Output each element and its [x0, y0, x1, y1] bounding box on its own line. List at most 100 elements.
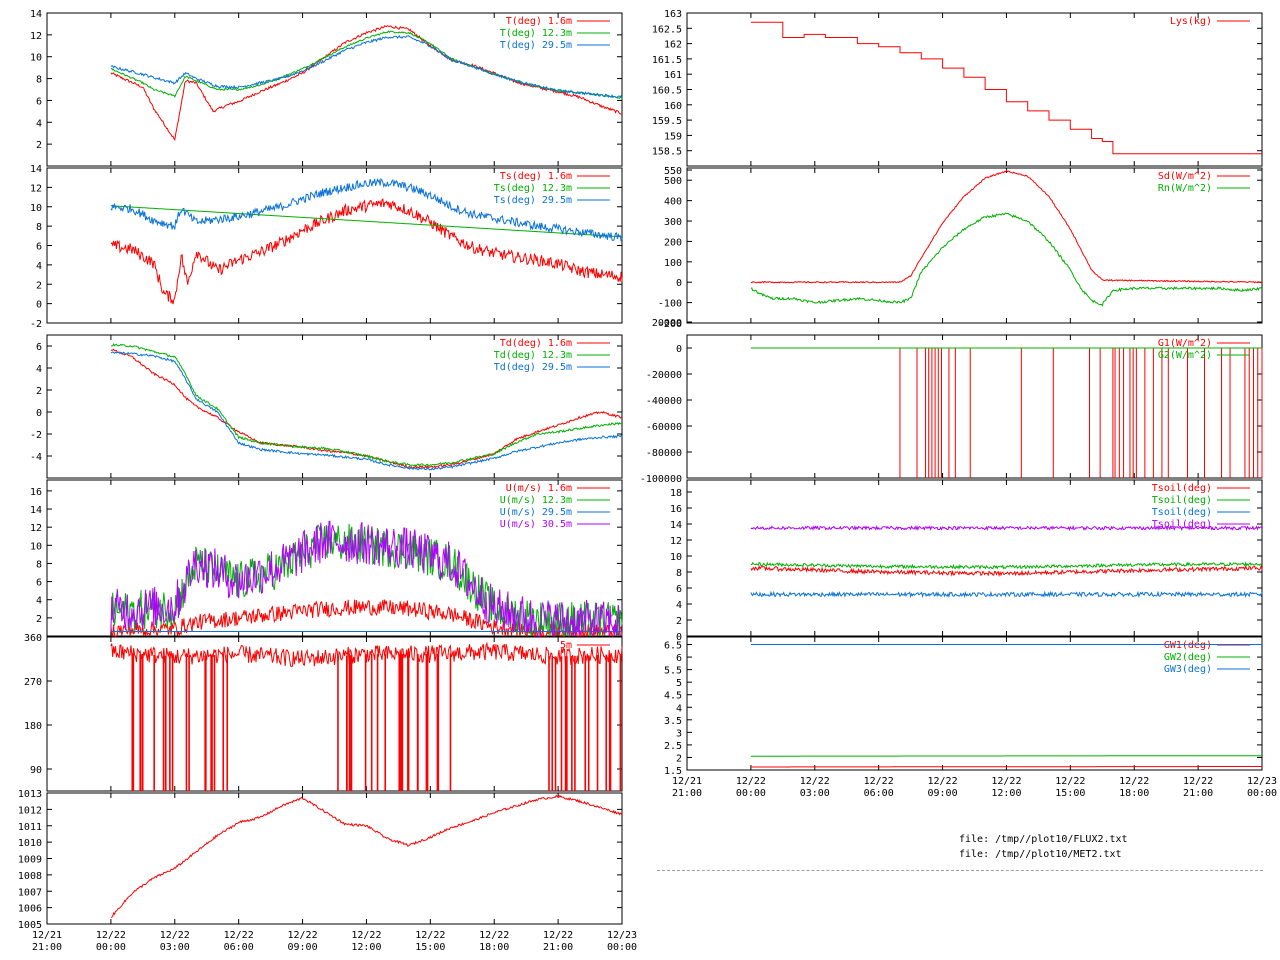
legend-label: 5m [560, 640, 572, 651]
panel-frame [46, 334, 623, 479]
y-tick-label: 1011 [18, 822, 42, 833]
x-tick-time: 06:00 [864, 788, 894, 799]
y-tick-label: 12 [30, 31, 42, 42]
y-tick-label: 163 [664, 9, 682, 20]
y-tick-label: 16 [30, 487, 42, 498]
x-tick-date: 12/22 [991, 776, 1021, 787]
y-tick-label: 8 [36, 75, 42, 86]
series-line-3 [750, 590, 1263, 599]
x-tick-time: 00:00 [736, 788, 766, 799]
y-tick-label: 8 [36, 559, 42, 570]
panel-frame [46, 636, 623, 792]
y-tick-label: 400 [664, 197, 682, 208]
y-tick-label: 1008 [18, 871, 42, 882]
y-tick-label: 8 [676, 568, 682, 579]
panel-pressure: 1005 1006 1007 1008 1009 1010 1011 1012 1013 12/2… [18, 789, 637, 953]
legend-label: Tsoil(deg) [1152, 507, 1212, 518]
y-tick-label: 18 [670, 488, 682, 499]
x-tick-time: 12:00 [991, 788, 1021, 799]
legend-label: G2(W/m^2) [1158, 350, 1212, 361]
y-tick-label: 14 [670, 520, 682, 531]
legend-label: Sd(W/m^2) [1158, 171, 1212, 182]
panel-frame [46, 479, 623, 637]
legend-label: G1(W/m^2) [1158, 338, 1212, 349]
x-tick-time: 12:00 [351, 942, 381, 953]
series-line-1 [110, 198, 623, 305]
y-tick-label: 14 [30, 164, 42, 175]
y-tick-label: 6 [36, 96, 42, 107]
y-tick-label: 2 [36, 140, 42, 151]
series-line-3 [110, 177, 623, 242]
x-tick-time: 03:00 [800, 788, 830, 799]
legend-label: Tsoil(deg) [1152, 519, 1212, 530]
x-tick-date: 12/22 [736, 776, 766, 787]
y-tick-label: 500 [664, 176, 682, 187]
y-tick-label: -100000 [640, 474, 682, 485]
y-tick-label: 1013 [18, 789, 42, 800]
y-tick-label: 159 [664, 131, 682, 142]
footer-divider [657, 870, 1263, 871]
y-tick-label: 4 [36, 261, 42, 272]
series-line-1 [750, 21, 1262, 155]
legend-label: Td(deg) 1.6m [500, 338, 572, 349]
y-tick-label: 10 [30, 53, 42, 64]
series-line-2 [750, 212, 1263, 307]
y-tick-label: 14 [30, 505, 42, 516]
y-tick-label: 1007 [18, 887, 42, 898]
x-tick-time: 21:00 [1183, 788, 1213, 799]
y-tick-label: 4 [36, 596, 42, 607]
legend-label: Lys(kg) [1170, 16, 1212, 27]
x-tick-time: 09:00 [288, 942, 318, 953]
legend-label: U(m/s) 29.5m [500, 507, 572, 518]
series-line-1 [750, 766, 1262, 768]
panel-GW: 1.522.533.544.555.566.512/2121:0012/2200… [664, 636, 1277, 799]
y-tick-label: -4 [30, 452, 42, 463]
y-tick-label: 1.5 [664, 766, 682, 777]
x-tick-date: 12/22 [415, 930, 445, 941]
series-line-2 [110, 205, 623, 238]
x-tick-date: 12/23 [607, 930, 637, 941]
x-tick-date: 12/21 [672, 776, 702, 787]
series-line-4 [110, 520, 623, 637]
x-tick-date: 12/22 [1055, 776, 1085, 787]
x-tick-date: 12/22 [96, 930, 126, 941]
y-tick-label: 158.5 [652, 147, 682, 158]
panel-frame [46, 792, 623, 925]
y-tick-label: 2 [676, 616, 682, 627]
y-tick-label: 4 [36, 364, 42, 375]
x-tick-date: 12/22 [479, 930, 509, 941]
y-tick-label: 1005 [18, 920, 42, 931]
y-tick-label: 6.5 [664, 641, 682, 652]
y-tick-label: -2 [30, 430, 42, 441]
y-tick-label: 159.5 [652, 116, 682, 127]
legend-label: Ts(deg) 1.6m [500, 171, 572, 182]
y-tick-label: 2 [676, 753, 682, 764]
file-label-met: file: /tmp//plot10/MET2.txt [959, 849, 1122, 860]
legend-label: GW1(deg) [1164, 640, 1212, 651]
series-line-1 [110, 641, 623, 667]
legend-label: GW3(deg) [1164, 664, 1212, 675]
y-tick-label: 10 [30, 541, 42, 552]
y-tick-label: 161.5 [652, 55, 682, 66]
x-tick-time: 15:00 [415, 942, 445, 953]
y-tick-label: 16 [670, 504, 682, 515]
legend-label: T(deg) 29.5m [500, 40, 572, 51]
x-tick-time: 18:00 [479, 942, 509, 953]
y-tick-label: 6 [36, 342, 42, 353]
y-tick-label: -60000 [646, 422, 682, 433]
y-tick-label: 0 [676, 344, 682, 355]
legend-label: U(m/s) 30.5m [500, 519, 572, 530]
x-tick-date: 12/22 [160, 930, 190, 941]
y-tick-label: 180 [24, 721, 42, 732]
y-tick-label: 4.5 [664, 691, 682, 702]
y-tick-label: 1010 [18, 838, 42, 849]
legend-label: Td(deg) 29.5m [494, 362, 572, 373]
x-tick-time: 00:00 [1247, 788, 1277, 799]
y-tick-label: 8 [36, 222, 42, 233]
x-tick-date: 12/22 [543, 930, 573, 941]
y-tick-label: 0 [676, 278, 682, 289]
y-tick-label: 1009 [18, 855, 42, 866]
y-tick-label: 161 [664, 70, 682, 81]
